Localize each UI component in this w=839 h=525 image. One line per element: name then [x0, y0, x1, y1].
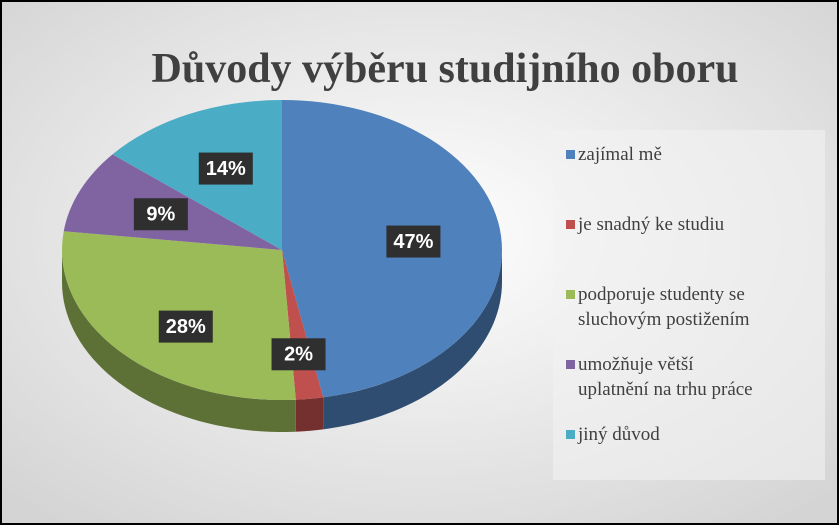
value-label-box: [158, 310, 213, 343]
slice-side: [62, 250, 296, 432]
legend-label: jiný důvod: [578, 424, 660, 445]
legend-item: jiný důvod: [566, 422, 816, 492]
legend-label: zajímal mě: [578, 144, 662, 165]
legend-item: umožňuje větší uplatnění na trhu práce: [566, 352, 816, 422]
value-label: 47%: [393, 231, 433, 253]
slice-side: [295, 397, 324, 432]
legend-swatch: [566, 150, 575, 159]
value-label-box: [386, 225, 441, 258]
pie: 47% 2% 28% 9% 14%: [61, 100, 502, 432]
slice: [112, 100, 282, 250]
value-label: 14%: [206, 158, 246, 180]
legend-box: [553, 130, 825, 480]
legend-swatch: [566, 430, 575, 439]
legend: zajímal mě je snadný ke studiu podporuje s…: [566, 142, 816, 492]
value-label-box: [198, 152, 253, 185]
legend-swatch: [566, 360, 575, 369]
legend-swatch: [566, 220, 575, 229]
chart-title: Důvody výběru studijního oboru: [152, 46, 739, 92]
value-label: 28%: [166, 316, 206, 338]
value-label-box: [271, 338, 326, 371]
legend-item: zajímal mě: [566, 142, 816, 212]
slice-side: [323, 250, 502, 430]
legend-item: je snadný ke studiu: [566, 212, 816, 282]
legend-label: podporuje studenty se sluchovým postižen…: [578, 284, 750, 330]
legend-label: umožňuje větší uplatnění na trhu práce: [578, 354, 753, 400]
value-label: 9%: [146, 204, 175, 226]
legend-label: je snadný ke studiu: [578, 214, 725, 235]
legend-swatch: [566, 290, 575, 299]
legend-item: podporuje studenty se sluchovým postižen…: [566, 282, 816, 352]
value-label: 2%: [284, 344, 313, 366]
value-label-box: [133, 198, 188, 231]
